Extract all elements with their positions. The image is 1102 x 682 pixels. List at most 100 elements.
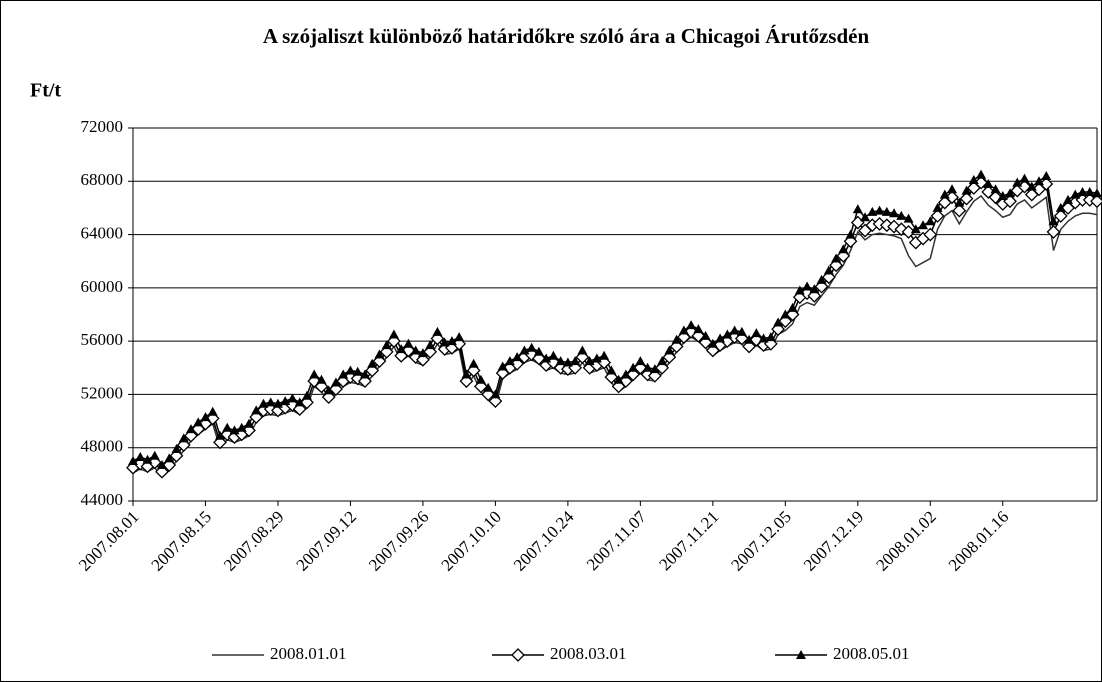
chart-title: A szójaliszt különböző határidőkre szóló… (263, 24, 870, 48)
diamond-marker (923, 227, 938, 242)
triangle-marker (976, 169, 987, 179)
triangle-marker (889, 208, 900, 218)
triangle-marker (294, 397, 305, 407)
triangle-marker (214, 430, 225, 440)
triangle-marker (715, 333, 726, 343)
y-tick-label: 56000 (81, 330, 124, 349)
triangle-marker (142, 454, 153, 464)
triangle-marker (185, 424, 196, 434)
triangle-marker (787, 302, 798, 312)
triangle-marker (1077, 186, 1088, 196)
diamond-marker (242, 423, 256, 438)
triangle-marker (475, 374, 486, 384)
diamond-marker (511, 648, 525, 662)
triangle-marker (258, 398, 269, 408)
triangle-marker (628, 362, 639, 372)
diamond-marker (669, 339, 684, 354)
triangle-marker (1063, 194, 1074, 204)
triangle-marker (874, 205, 885, 215)
triangle-marker (649, 364, 660, 374)
triangle-marker (932, 202, 943, 212)
triangle-marker (896, 210, 907, 220)
triangle-marker (845, 229, 856, 239)
triangle-marker (512, 352, 523, 362)
triangle-marker (860, 212, 871, 222)
triangle-marker (599, 350, 610, 360)
triangle-marker (642, 362, 653, 372)
triangle-marker (425, 340, 436, 350)
triangle-marker (620, 369, 631, 379)
diamond-marker (930, 209, 945, 223)
y-tick-label: 44000 (81, 490, 124, 509)
triangle-marker (591, 353, 602, 363)
triangle-marker (272, 398, 283, 408)
diamond-marker (974, 175, 988, 190)
triangle-marker (751, 328, 762, 338)
diamond-marker (742, 339, 757, 354)
triangle-marker (222, 422, 233, 432)
triangle-marker (164, 453, 175, 463)
triangle-marker (910, 224, 921, 234)
triangle-marker (251, 405, 262, 415)
triangle-marker (446, 336, 457, 346)
triangle-marker (736, 326, 747, 336)
triangle-marker (1012, 177, 1023, 187)
triangle-marker (584, 356, 595, 366)
triangle-marker (562, 357, 573, 367)
triangle-marker (1048, 216, 1059, 226)
triangle-marker (439, 337, 450, 347)
triangle-marker (236, 422, 247, 432)
triangle-marker (1070, 189, 1081, 199)
triangle-marker (454, 332, 465, 342)
y-axis-label: Ft/t (30, 80, 61, 102)
triangle-marker (417, 348, 428, 358)
triangle-marker (794, 285, 805, 295)
triangle-marker (533, 346, 544, 356)
triangle-marker (243, 418, 254, 428)
triangle-marker (519, 345, 530, 355)
triangle-marker (352, 366, 363, 376)
triangle-marker (773, 317, 784, 327)
triangle-marker (918, 220, 929, 230)
diamond-marker (1053, 209, 1068, 223)
triangle-marker (200, 412, 211, 422)
triangle-marker (903, 213, 914, 223)
triangle-marker (316, 374, 327, 384)
triangle-marker (657, 356, 668, 366)
triangle-marker (722, 329, 733, 339)
triangle-marker (381, 340, 392, 350)
triangle-marker (432, 326, 443, 336)
triangle-marker (852, 204, 863, 214)
triangle-marker (664, 345, 675, 355)
triangle-marker (149, 450, 160, 460)
triangle-marker (171, 444, 182, 454)
triangle-marker (367, 358, 378, 368)
triangle-marker (577, 345, 588, 355)
triangle-marker (1055, 202, 1066, 212)
triangle-marker (802, 281, 813, 291)
triangle-marker (831, 253, 842, 263)
triangle-marker (765, 332, 776, 342)
triangle-marker (490, 389, 501, 399)
triangle-marker (613, 374, 624, 384)
diamond-marker (952, 203, 967, 218)
triangle-marker (193, 417, 204, 427)
triangle-marker (541, 353, 552, 363)
triangle-marker (548, 350, 559, 360)
triangle-marker (410, 345, 421, 355)
triangle-marker (301, 390, 312, 400)
triangle-marker (156, 460, 167, 470)
triangle-marker (744, 334, 755, 344)
triangle-marker (128, 456, 138, 466)
triangle-marker (939, 189, 950, 199)
triangle-marker (1084, 186, 1095, 196)
y-tick-label: 60000 (81, 277, 124, 296)
triangle-marker (497, 361, 508, 371)
triangle-marker (280, 396, 291, 406)
triangle-marker (570, 356, 581, 366)
legend-label: 2008.03.01 (550, 644, 627, 663)
y-tick-label: 72000 (81, 117, 124, 136)
diamond-marker (901, 224, 916, 239)
triangle-marker (961, 185, 972, 195)
